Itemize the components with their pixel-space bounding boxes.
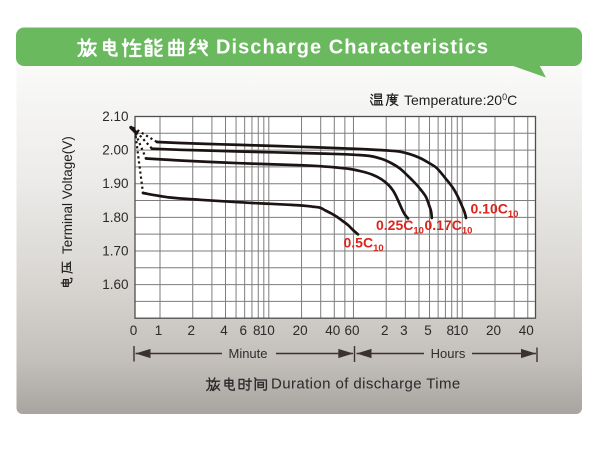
- svg-text:5: 5: [424, 323, 432, 338]
- svg-text:40: 40: [519, 323, 534, 338]
- svg-text:20: 20: [293, 323, 308, 338]
- svg-text:8: 8: [446, 323, 454, 338]
- svg-text:Terminal Voltage(V): Terminal Voltage(V): [60, 136, 75, 254]
- svg-text:0.17C10: 0.17C10: [425, 217, 473, 237]
- svg-text:Temperature:200C: Temperature:200C: [404, 92, 517, 108]
- svg-text:2: 2: [188, 323, 196, 338]
- svg-text:2.10: 2.10: [102, 109, 128, 124]
- svg-text:Duration of discharge Time: Duration of discharge Time: [271, 376, 461, 393]
- svg-text:20: 20: [486, 323, 501, 338]
- svg-text:0: 0: [130, 323, 138, 338]
- svg-text:10: 10: [453, 323, 468, 338]
- svg-text:Hours: Hours: [431, 346, 466, 361]
- svg-text:6: 6: [239, 323, 247, 338]
- svg-text:4: 4: [220, 323, 228, 338]
- svg-text:Minute: Minute: [228, 346, 267, 361]
- svg-text:60: 60: [344, 323, 359, 338]
- svg-text:Discharge Characteristics: Discharge Characteristics: [216, 37, 489, 59]
- svg-text:1.90: 1.90: [102, 176, 128, 191]
- svg-text:1: 1: [155, 323, 163, 338]
- svg-text:8: 8: [253, 323, 261, 338]
- svg-text:0.10C10: 0.10C10: [471, 201, 519, 221]
- svg-text:10: 10: [260, 323, 275, 338]
- svg-text:3: 3: [400, 323, 408, 338]
- svg-text:1.60: 1.60: [102, 277, 128, 292]
- svg-text:40: 40: [325, 323, 340, 338]
- svg-text:2: 2: [381, 323, 389, 338]
- svg-text:0.25C10: 0.25C10: [376, 217, 424, 237]
- svg-text:2.00: 2.00: [102, 143, 128, 158]
- svg-text:1.70: 1.70: [102, 244, 128, 259]
- svg-text:1.80: 1.80: [102, 210, 128, 225]
